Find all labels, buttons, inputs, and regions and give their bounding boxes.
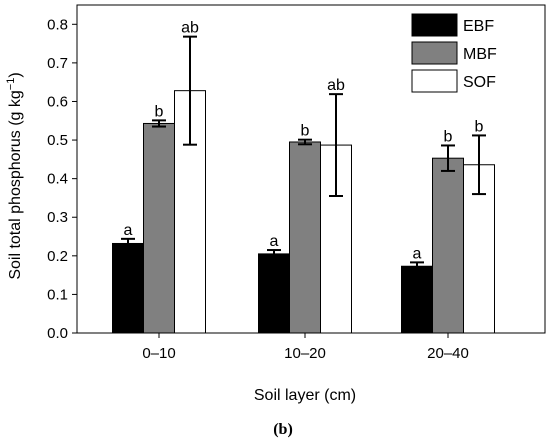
y-tick-label-5: 0.5: [47, 132, 68, 149]
y-axis-label-main: Soil total phosphorus (g kg: [7, 90, 24, 279]
bar-mbf-1: [289, 141, 321, 334]
legend-label-ebf: EBF: [463, 18, 494, 35]
bar-sof-0: [174, 90, 206, 334]
legend-swatch-ebf: [411, 13, 458, 37]
y-tick-label-6: 0.6: [47, 93, 68, 110]
bar-ebf-2: [401, 265, 433, 334]
significance-label-ebf-1: a: [270, 233, 279, 250]
y-tick-label-7: 0.7: [47, 55, 68, 72]
x-axis-label: Soil layer (cm): [254, 387, 356, 404]
significance-label-sof-0: ab: [181, 20, 199, 37]
significance-label-ebf-2: a: [413, 245, 422, 262]
significance-label-mbf-0: b: [155, 103, 164, 120]
y-tick-label-8: 0.8: [47, 16, 68, 33]
y-tick-label-2: 0.2: [47, 248, 68, 265]
bar-ebf-0: [112, 242, 144, 334]
panel-label: (b): [273, 421, 293, 438]
plot-area: 0.00.10.20.30.40.50.60.70.80–10abab10–20…: [47, 4, 546, 362]
bar-mbf-0: [143, 122, 175, 334]
y-tick-label-3: 0.3: [47, 209, 68, 226]
y-axis-label-sup: −1: [5, 78, 17, 91]
legend-label-sof: SOF: [463, 74, 496, 91]
y-tick-label-0: 0.0: [47, 325, 68, 342]
legend-swatch-mbf: [411, 41, 458, 65]
bar-ebf-1: [258, 253, 290, 334]
significance-label-ebf-0: a: [124, 222, 133, 239]
y-tick-label-1: 0.1: [47, 286, 68, 303]
x-tick-label-2: 20–40: [427, 345, 469, 362]
y-axis-label-end: ): [7, 72, 24, 77]
y-axis-label: Soil total phosphorus (g kg−1): [5, 72, 24, 279]
legend-swatch-sof: [411, 69, 458, 93]
significance-label-mbf-2: b: [444, 128, 453, 145]
x-tick-label-1: 10–20: [284, 345, 326, 362]
significance-label-sof-2: b: [475, 118, 484, 135]
significance-label-mbf-1: b: [301, 123, 310, 140]
legend-label-mbf: MBF: [463, 46, 497, 63]
significance-label-sof-1: ab: [327, 77, 345, 94]
bar-mbf-2: [432, 157, 464, 334]
x-tick-label-0: 0–10: [142, 345, 175, 362]
y-tick-label-4: 0.4: [47, 171, 68, 188]
